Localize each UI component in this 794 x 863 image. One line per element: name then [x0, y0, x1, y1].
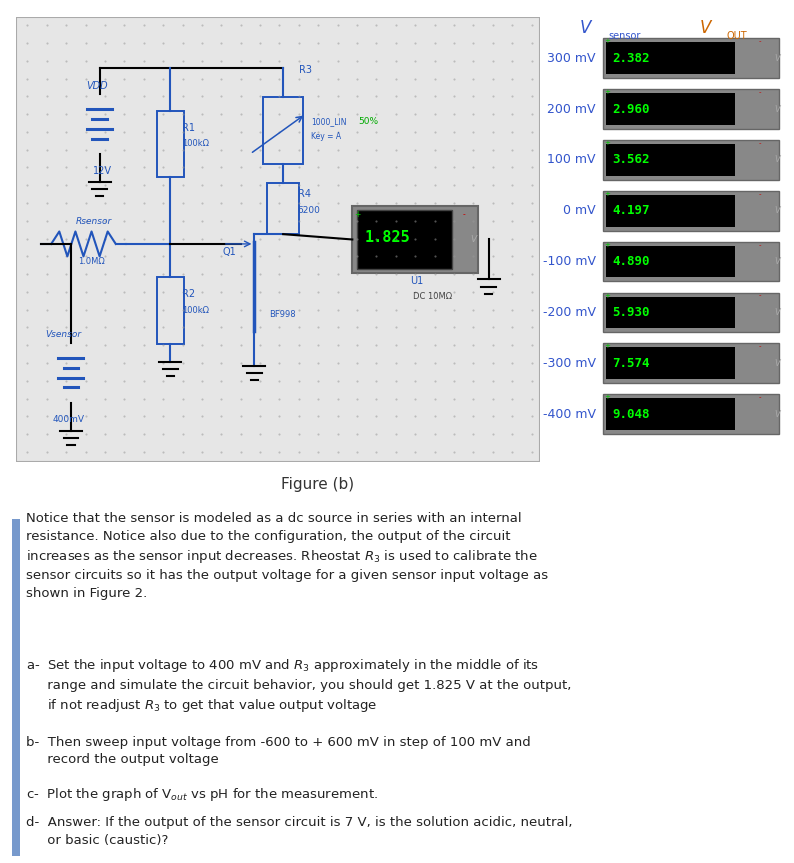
Text: +: +: [605, 89, 611, 95]
Text: 0 mV: 0 mV: [564, 205, 596, 217]
Text: 100 mV: 100 mV: [548, 154, 596, 167]
Text: 1.825: 1.825: [364, 230, 410, 245]
Text: 3.562: 3.562: [612, 154, 649, 167]
Bar: [357, 210, 452, 269]
Text: c-  Plot the graph of V$_{out}$ vs pH for the measurement.: c- Plot the graph of V$_{out}$ vs pH for…: [26, 786, 378, 803]
Text: -: -: [758, 89, 761, 95]
Bar: [606, 348, 735, 379]
Text: +: +: [605, 343, 611, 350]
Text: +: +: [605, 140, 611, 146]
Text: 4.197: 4.197: [612, 205, 649, 217]
Text: BF998: BF998: [269, 311, 295, 319]
Bar: [603, 394, 779, 434]
Text: $\mathit{V}$: $\mathit{V}$: [579, 19, 593, 37]
Text: 5.930: 5.930: [612, 306, 649, 319]
Text: -200 mV: -200 mV: [543, 306, 596, 319]
Text: V: V: [470, 235, 476, 244]
Text: -: -: [758, 293, 761, 299]
Text: Notice that the sensor is modeled as a dc source in series with an internal
resi: Notice that the sensor is modeled as a d…: [26, 512, 548, 600]
Bar: [606, 42, 735, 74]
Bar: [603, 140, 779, 180]
Text: +: +: [354, 210, 360, 218]
Bar: [603, 343, 779, 383]
Text: b-  Then sweep input voltage from -600 to + 600 mV in step of 100 mV and
     re: b- Then sweep input voltage from -600 to…: [26, 736, 530, 766]
Text: 4.890: 4.890: [612, 255, 649, 268]
Text: -: -: [758, 140, 761, 146]
Text: +: +: [605, 293, 611, 299]
Text: 100kΩ: 100kΩ: [182, 139, 209, 148]
Text: -: -: [758, 394, 761, 400]
Text: 400mV: 400mV: [52, 415, 84, 424]
Text: DC 10MΩ: DC 10MΩ: [413, 292, 452, 300]
Text: 2.960: 2.960: [612, 103, 649, 116]
Bar: [603, 191, 779, 230]
Bar: [606, 195, 735, 227]
Text: -100 mV: -100 mV: [543, 255, 596, 268]
Text: R3: R3: [299, 65, 312, 75]
Text: d-  Answer: If the output of the sensor circuit is 7 V, is the solution acidic, : d- Answer: If the output of the sensor c…: [26, 816, 572, 847]
Text: OUT: OUT: [726, 31, 746, 41]
Bar: [606, 297, 735, 328]
Text: R1: R1: [182, 123, 195, 133]
Text: +: +: [605, 242, 611, 248]
Text: U1: U1: [410, 276, 423, 286]
Text: -400 mV: -400 mV: [543, 407, 596, 420]
Text: 9.048: 9.048: [612, 407, 649, 420]
Text: 7.574: 7.574: [612, 356, 649, 369]
Text: a-  Set the input voltage to 400 mV and $\mathit{R}_3$ approximately in the midd: a- Set the input voltage to 400 mV and $…: [26, 657, 571, 714]
Text: 12V: 12V: [93, 167, 112, 176]
Text: Vsensor: Vsensor: [45, 331, 81, 339]
Text: +: +: [605, 394, 611, 400]
Text: 1.0MΩ: 1.0MΩ: [79, 257, 105, 266]
Text: 1000_LIN: 1000_LIN: [311, 117, 346, 126]
Bar: [606, 246, 735, 277]
Text: -: -: [758, 38, 761, 44]
Text: V: V: [774, 155, 780, 164]
Text: 300 mV: 300 mV: [548, 52, 596, 65]
Text: R2: R2: [182, 289, 195, 299]
Bar: [157, 277, 183, 344]
Bar: [157, 110, 183, 177]
Bar: [264, 98, 303, 164]
Text: +: +: [605, 191, 611, 197]
Text: 200 mV: 200 mV: [548, 103, 596, 116]
Text: VDD: VDD: [87, 80, 108, 91]
Text: V: V: [774, 104, 780, 114]
Text: 100kΩ: 100kΩ: [182, 306, 209, 315]
Bar: [353, 206, 478, 273]
Text: Q1: Q1: [223, 247, 237, 257]
Text: -: -: [462, 210, 465, 218]
Bar: [603, 38, 779, 78]
Bar: [606, 144, 735, 176]
Bar: [12, 520, 20, 856]
Text: 6200: 6200: [298, 205, 321, 215]
Text: -: -: [758, 343, 761, 350]
Bar: [603, 293, 779, 332]
Text: +: +: [605, 38, 611, 44]
Text: 2.382: 2.382: [612, 52, 649, 65]
Bar: [606, 398, 735, 430]
Text: $\mathit{V}$: $\mathit{V}$: [699, 19, 713, 37]
Text: R4: R4: [298, 189, 310, 199]
Text: -: -: [758, 242, 761, 248]
Text: V: V: [774, 257, 780, 266]
Bar: [606, 93, 735, 125]
Text: Key = A: Key = A: [311, 133, 341, 142]
Text: V: V: [774, 410, 780, 419]
Text: V: V: [774, 54, 780, 63]
Bar: [268, 183, 299, 234]
Text: 50%: 50%: [358, 117, 378, 126]
Text: -: -: [758, 191, 761, 197]
Text: Rsensor: Rsensor: [75, 217, 112, 226]
Text: V: V: [774, 359, 780, 368]
Text: V: V: [774, 308, 780, 317]
Text: Figure (b): Figure (b): [281, 477, 354, 492]
Text: V: V: [774, 206, 780, 215]
Text: -300 mV: -300 mV: [543, 356, 596, 369]
Text: sensor: sensor: [608, 31, 641, 41]
Bar: [603, 89, 779, 129]
Bar: [603, 242, 779, 281]
